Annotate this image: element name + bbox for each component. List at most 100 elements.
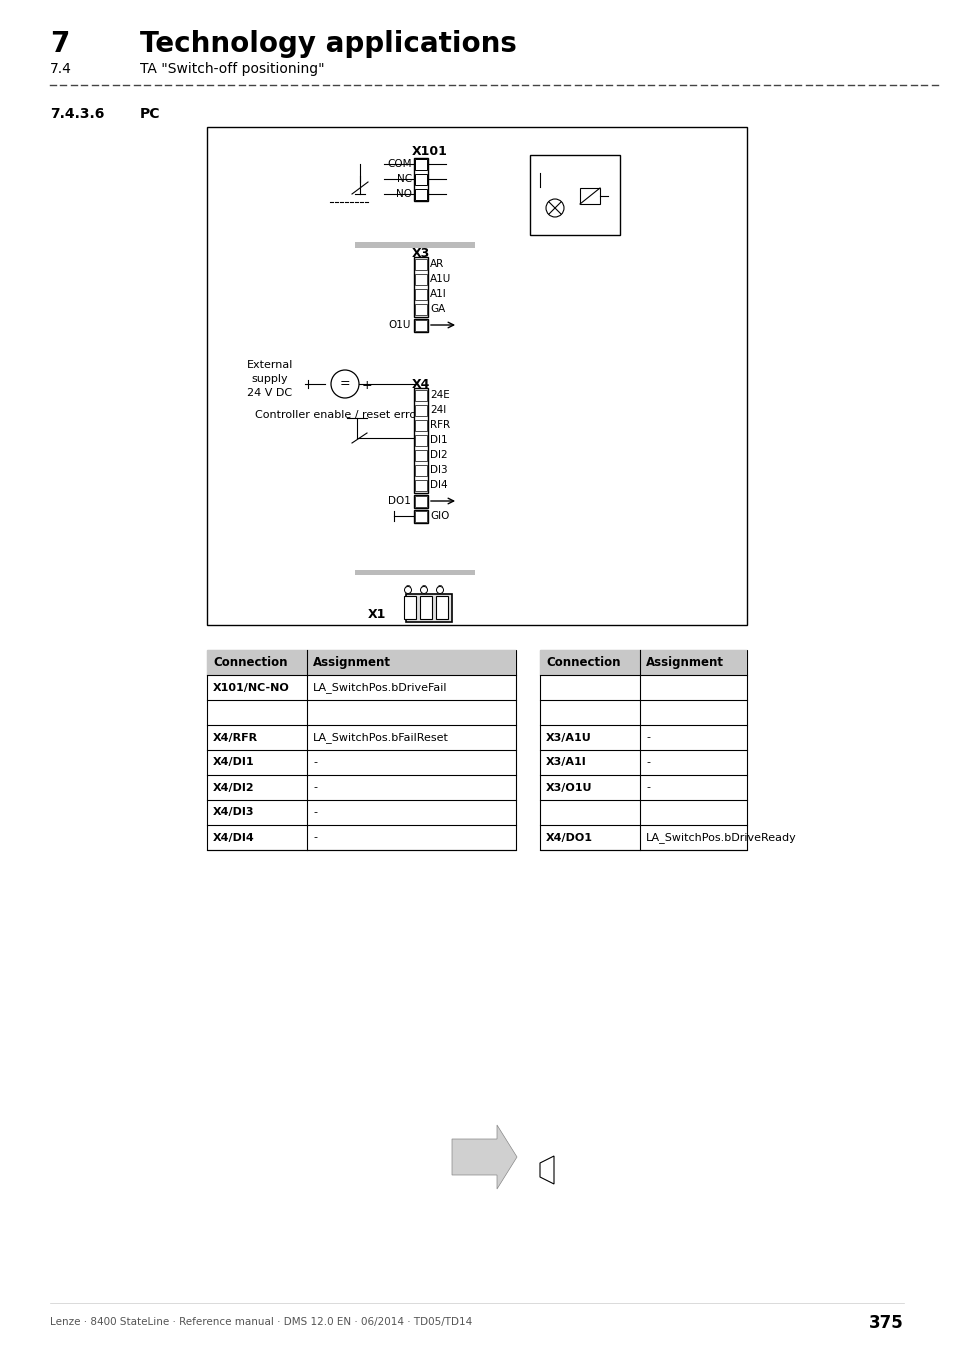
Circle shape [545,198,563,217]
Bar [530,155,619,235]
Text: -: - [313,807,316,818]
Text: Connection: Connection [213,656,287,670]
Text: Controller enable / reset error: Controller enable / reset error [254,410,420,420]
Bar [414,158,428,201]
Text: supply: supply [252,374,288,383]
Text: X4/DI1: X4/DI1 [213,757,254,768]
Bar [207,127,746,625]
Text: 7.4: 7.4 [50,62,71,76]
Text: 24 V DC: 24 V DC [247,387,293,398]
Text: RFR: RFR [430,420,450,431]
Bar [415,512,427,522]
Text: DI2: DI2 [430,450,447,460]
Text: PC: PC [140,107,160,122]
Bar [207,649,516,850]
Text: Ω: Ω [436,585,443,594]
Text: 375: 375 [868,1314,903,1332]
Text: O1U: O1U [388,320,411,329]
Text: X4/DI2: X4/DI2 [213,783,254,792]
Text: Ω: Ω [420,585,427,594]
Text: TA "Switch-off positioning": TA "Switch-off positioning" [140,62,324,76]
Bar [415,304,427,315]
Text: 24E: 24E [430,390,449,400]
Bar [414,387,428,493]
Bar [415,274,427,285]
Bar [415,420,427,431]
Bar [415,174,427,185]
Bar [415,464,427,477]
Text: X3/A1I: X3/A1I [545,757,586,768]
Bar [436,595,448,620]
Circle shape [404,586,411,594]
Text: A1I: A1I [430,289,446,298]
Text: X4/RFR: X4/RFR [213,733,258,743]
Text: Connection: Connection [545,656,619,670]
Text: LA_SwitchPos.bFailReset: LA_SwitchPos.bFailReset [313,732,449,742]
Bar [415,405,427,416]
Text: External: External [247,360,293,370]
Bar [415,450,427,460]
Text: 7.4.3.6: 7.4.3.6 [50,107,104,122]
Text: -: - [645,733,649,743]
Text: DO1: DO1 [388,495,411,506]
Text: Technology applications: Technology applications [140,30,517,58]
Bar [415,390,427,401]
Text: X101: X101 [412,144,448,158]
Text: DI3: DI3 [430,464,447,475]
Bar [539,649,746,850]
Text: AR: AR [430,259,444,269]
Bar [414,319,428,332]
Text: -: - [645,757,649,768]
Text: DI4: DI4 [430,481,447,490]
Text: Ω: Ω [404,585,411,594]
Bar [415,189,427,200]
Text: X101/NC-NO: X101/NC-NO [213,683,290,693]
Text: Assignment: Assignment [313,656,391,670]
Text: X4/DO1: X4/DO1 [545,833,593,842]
Text: DI1: DI1 [430,435,447,446]
Text: NC: NC [396,174,412,184]
Circle shape [331,370,358,398]
Text: -: - [313,757,316,768]
Bar [207,649,516,675]
Bar [415,481,427,491]
Text: -: - [645,783,649,792]
Text: X3: X3 [412,247,430,261]
Text: NO: NO [395,189,412,198]
Polygon shape [539,1156,554,1184]
Bar [415,320,427,331]
Text: COM: COM [387,159,412,169]
Text: X1: X1 [367,609,386,621]
Text: +: + [361,379,373,391]
Bar [579,188,599,204]
Text: =: = [339,378,350,390]
Text: X4/DI3: X4/DI3 [213,807,254,818]
Circle shape [436,586,443,594]
Text: LA_SwitchPos.bDriveReady: LA_SwitchPos.bDriveReady [645,832,796,842]
Text: -: - [313,833,316,842]
Text: Assignment: Assignment [645,656,723,670]
Text: X3/A1U: X3/A1U [545,733,591,743]
Polygon shape [452,1125,517,1189]
Bar [415,259,427,270]
Bar [539,649,746,675]
Bar [415,435,427,446]
Bar [414,256,428,317]
Bar [415,289,427,300]
Text: X4: X4 [412,378,430,392]
Text: A1U: A1U [430,274,451,284]
Bar [403,595,416,620]
Bar [355,242,475,248]
Bar [406,594,452,622]
Bar [415,159,427,170]
Text: 7: 7 [50,30,70,58]
Bar [419,595,432,620]
Bar [415,495,427,508]
Text: -: - [313,783,316,792]
Text: Lenze · 8400 StateLine · Reference manual · DMS 12.0 EN · 06/2014 · TD05/TD14: Lenze · 8400 StateLine · Reference manua… [50,1318,472,1327]
Bar [355,570,475,575]
Bar [414,510,428,522]
Bar [414,495,428,508]
Circle shape [420,586,427,594]
Text: LA_SwitchPos.bDriveFail: LA_SwitchPos.bDriveFail [313,682,447,693]
